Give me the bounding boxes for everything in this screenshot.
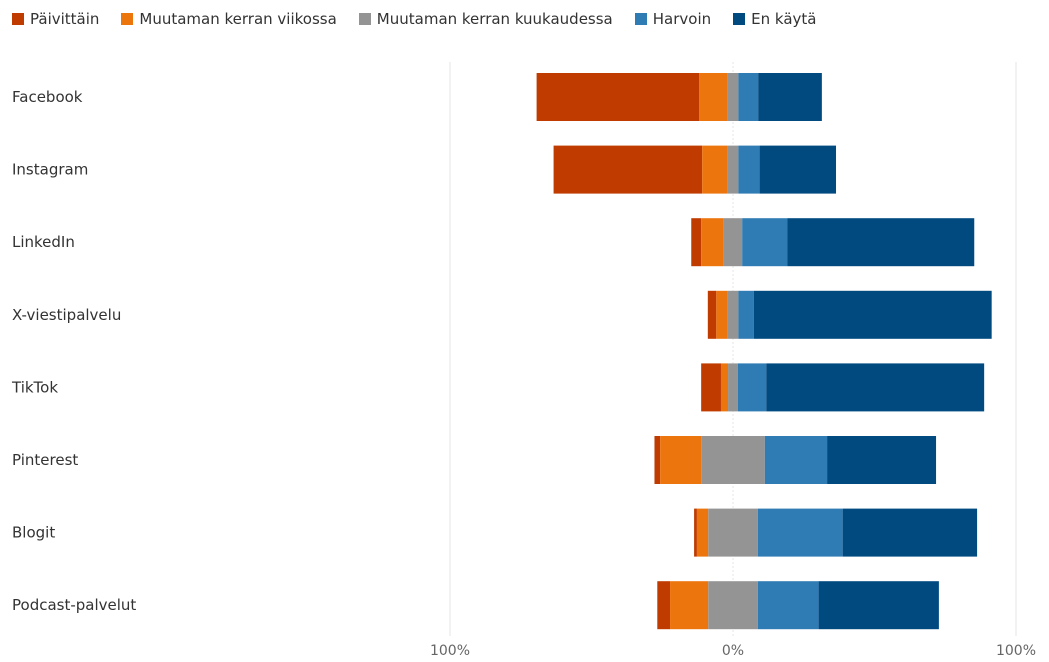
bar-segment — [553, 145, 703, 194]
bar-segment — [758, 73, 822, 121]
bar-segment — [738, 290, 754, 339]
category-label: X-viestipalvelu — [12, 306, 121, 324]
bar-segment — [753, 290, 992, 339]
legend-swatch — [358, 13, 371, 25]
bar-segment — [702, 145, 728, 194]
bar-segment — [727, 145, 739, 194]
bar-segment — [727, 73, 739, 121]
bar-segment — [657, 581, 671, 630]
legend-item-4: En käytä — [733, 10, 816, 28]
bar-segment — [660, 436, 702, 484]
bar-segment — [737, 363, 767, 412]
legend-label: Muutaman kerran viikossa — [139, 10, 337, 28]
bar-segment — [842, 508, 978, 557]
bar-segment — [701, 363, 721, 412]
x-tick-label: 100% — [996, 643, 1036, 659]
legend-label: En käytä — [751, 10, 817, 28]
bar-segment — [670, 581, 709, 630]
category-label: Pinterest — [12, 451, 78, 469]
bar-segment — [738, 145, 760, 194]
legend-label: Muutaman kerran kuukaudessa — [376, 10, 613, 28]
bar-segment — [723, 218, 743, 267]
bar-segment — [694, 508, 697, 557]
bar-segment — [742, 218, 788, 267]
legend-label: Harvoin — [652, 10, 712, 28]
bar-segment — [720, 363, 729, 412]
x-tick-label: 0% — [722, 643, 744, 659]
legend-swatch — [733, 13, 746, 25]
bar-segment — [827, 436, 937, 484]
bar-segment — [654, 436, 661, 484]
bar-segment — [818, 581, 939, 630]
bar-segment — [716, 290, 728, 339]
bar-segment — [738, 73, 759, 121]
bar-segment — [764, 436, 828, 484]
category-label: Facebook — [12, 88, 83, 106]
bar-segment — [787, 218, 975, 267]
legend-item-1: Muutaman kerran viikossa — [121, 10, 337, 28]
bar-segment — [708, 581, 758, 630]
bar-segment — [708, 508, 758, 557]
bar-segment — [757, 581, 819, 630]
bar-segment — [701, 436, 765, 484]
bar-segment — [707, 290, 717, 339]
category-label: Blogit — [12, 524, 55, 542]
legend-swatch — [12, 13, 24, 25]
bar-segment — [766, 363, 985, 412]
category-label: LinkedIn — [12, 233, 75, 251]
category-label: Instagram — [12, 161, 88, 179]
bar-segment — [757, 508, 843, 557]
category-label: TikTok — [11, 378, 58, 396]
bar-segment — [701, 218, 724, 267]
legend-item-3: Harvoin — [634, 10, 712, 28]
legend-item-2: Muutaman kerran kuukaudessa — [358, 10, 613, 28]
chart-legend: Päivittäin Muutaman kerran viikossa Muutam… — [12, 8, 838, 30]
bar-segment — [727, 290, 739, 339]
bar-segment — [691, 218, 702, 267]
bar-segment — [699, 73, 728, 121]
bar-segment — [696, 508, 709, 557]
legend-item-0: Päivittäin — [12, 10, 99, 28]
bar-segment — [759, 145, 837, 194]
legend-swatch — [634, 13, 647, 25]
category-label: Podcast-palvelut — [12, 596, 136, 614]
legend-swatch — [121, 13, 134, 25]
bar-segment — [536, 73, 700, 121]
bar-segment — [728, 363, 738, 412]
x-tick-label: 100% — [430, 643, 470, 659]
legend-label: Päivittäin — [30, 10, 100, 28]
